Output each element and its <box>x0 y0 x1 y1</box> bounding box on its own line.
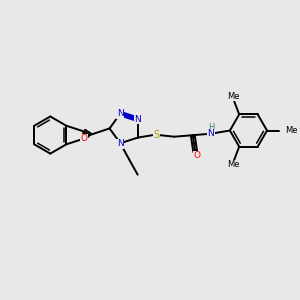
Text: N: N <box>207 129 214 138</box>
Text: H: H <box>208 123 214 132</box>
Text: S: S <box>153 130 159 140</box>
Text: N: N <box>134 115 141 124</box>
Text: N: N <box>117 140 124 148</box>
Text: Me: Me <box>227 160 240 169</box>
Text: Me: Me <box>227 92 240 101</box>
Text: O: O <box>80 134 88 143</box>
Text: Me: Me <box>285 126 298 135</box>
Text: O: O <box>193 151 200 160</box>
Text: N: N <box>117 109 124 118</box>
